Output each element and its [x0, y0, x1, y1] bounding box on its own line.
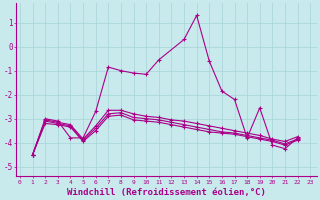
X-axis label: Windchill (Refroidissement éolien,°C): Windchill (Refroidissement éolien,°C)	[67, 188, 266, 197]
